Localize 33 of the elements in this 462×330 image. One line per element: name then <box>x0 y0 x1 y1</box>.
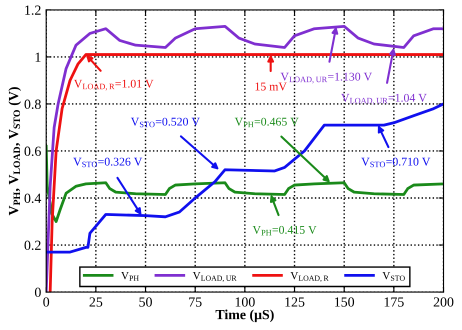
y-tick-label: 0.6 <box>24 146 41 156</box>
x-tick-label: 100 <box>236 297 255 307</box>
x-tick-label: 25 <box>90 297 102 307</box>
annotation: V$_{LOAD,UR}$=1.04 V <box>341 94 427 105</box>
y-tick-label: 0.2 <box>24 240 41 250</box>
y-tick-label: 1.2 <box>25 6 41 15</box>
x-tick-label: 175 <box>384 297 404 307</box>
annotation: 15 mV <box>255 82 287 91</box>
annotation: V$_{LOAD,R}$=1.01 V <box>74 80 154 90</box>
x-tick-label: 200 <box>434 297 454 307</box>
annotation: V$_{PH}$=0.465 V <box>234 118 299 128</box>
x-tick-label: 150 <box>334 297 354 307</box>
annotation: V$_{LOAD,UR}$=1.130 V <box>280 72 372 84</box>
annotation: V$_{STO}$=0.710 V <box>361 158 430 168</box>
x-tick-label: 125 <box>285 297 304 307</box>
y-tick-label: 0 <box>34 288 41 298</box>
y-axis-title: V$_{PH}$, V$_{LOAD}$, V$_{STO}$ (V) <box>8 87 22 216</box>
legend-label: V$_{LOAD,R}$ <box>290 272 329 282</box>
y-tick-label: 1 <box>36 52 41 62</box>
annotation: V$_{STO}$=0.520 V <box>130 118 200 128</box>
legend-label: V$_{STO}$ <box>382 272 405 281</box>
x-tick-label: 50 <box>139 297 152 307</box>
x-tick-label: 0 <box>43 297 50 307</box>
line-series <box>46 144 444 223</box>
legend-label: V$_{LOAD,UR}$ <box>192 272 237 282</box>
y-tick-label: 0.4 <box>24 194 42 204</box>
line-series <box>46 102 444 254</box>
x-tick-label: 75 <box>189 297 202 307</box>
annotation: V$_{PH}$=0.415 V <box>252 226 316 236</box>
legend-label: V$_{PH}$ <box>121 272 139 281</box>
annotation: V$_{STO}$=0.326 V <box>73 158 142 168</box>
y-tick-label: 0.8 <box>24 100 41 109</box>
x-axis-title: Time (μS) <box>216 310 274 322</box>
